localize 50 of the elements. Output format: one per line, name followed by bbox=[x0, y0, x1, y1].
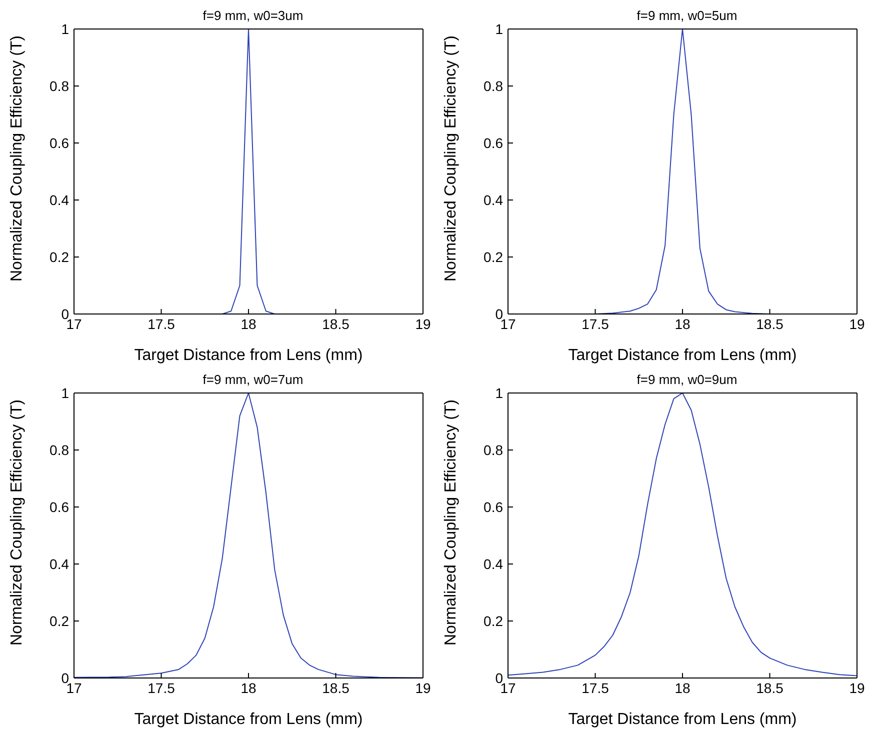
y-tick-label: 1 bbox=[61, 384, 70, 401]
x-tick-label: 19 bbox=[415, 316, 431, 332]
x-tick-label: 18.5 bbox=[756, 316, 784, 332]
y-tick-label: 0.2 bbox=[50, 612, 70, 629]
x-tick-label: 17.5 bbox=[582, 680, 610, 696]
y-tick-label: 0.8 bbox=[484, 442, 504, 458]
y-tick-label: 0.4 bbox=[50, 192, 70, 208]
x-tick-label: 18 bbox=[674, 316, 690, 332]
y-tick-label: 0.6 bbox=[484, 134, 504, 151]
chart-title: f=9 mm, w0=9um bbox=[636, 372, 738, 387]
y-tick-label: 0.4 bbox=[484, 556, 504, 572]
y-tick-label: 0.6 bbox=[50, 134, 70, 151]
y-tick-label: 0.6 bbox=[484, 498, 504, 515]
x-tick-label: 18.5 bbox=[322, 316, 350, 332]
chart-title: f=9 mm, w0=7um bbox=[202, 372, 304, 387]
x-axis-title: Target Distance from Lens (mm) bbox=[568, 711, 797, 728]
y-tick-label: 1 bbox=[495, 20, 504, 37]
y-tick-label: 0.6 bbox=[50, 498, 70, 515]
x-tick-label: 19 bbox=[849, 316, 865, 332]
line-series bbox=[508, 393, 857, 676]
y-axis-title: Normalized Coupling Efficiency (T) bbox=[442, 399, 460, 646]
y-tick-label: 0.4 bbox=[484, 192, 504, 208]
y-axis-title: Normalized Coupling Efficiency (T) bbox=[8, 399, 26, 646]
x-tick-label: 18.5 bbox=[756, 680, 784, 696]
y-tick-label: 0.2 bbox=[484, 248, 504, 265]
y-tick-label: 1 bbox=[61, 20, 70, 37]
x-tick-label: 18.5 bbox=[322, 680, 350, 696]
y-tick-label: 0.8 bbox=[484, 78, 504, 94]
x-tick-label: 18 bbox=[674, 680, 690, 696]
x-tick-label: 17.5 bbox=[148, 680, 176, 696]
x-tick-label: 18 bbox=[240, 680, 256, 696]
x-tick-label: 19 bbox=[849, 680, 865, 696]
y-tick-label: 0.2 bbox=[50, 248, 70, 265]
chart-title: f=9 mm, w0=3um bbox=[202, 8, 304, 23]
y-tick-label: 0.8 bbox=[50, 442, 70, 458]
y-axis-title: Normalized Coupling Efficiency (T) bbox=[442, 35, 460, 282]
x-axis-title: Target Distance from Lens (mm) bbox=[134, 347, 363, 364]
line-series bbox=[74, 393, 423, 678]
x-tick-label: 19 bbox=[415, 680, 431, 696]
x-tick-label: 17.5 bbox=[582, 316, 610, 332]
chart-title: f=9 mm, w0=5um bbox=[636, 8, 738, 23]
y-tick-label: 0.4 bbox=[50, 556, 70, 572]
x-tick-label: 17.5 bbox=[148, 316, 176, 332]
x-tick-label: 18 bbox=[240, 316, 256, 332]
x-axis-title: Target Distance from Lens (mm) bbox=[568, 347, 797, 364]
x-axis-title: Target Distance from Lens (mm) bbox=[134, 711, 363, 728]
y-tick-label: 1 bbox=[495, 384, 504, 401]
y-tick-label: 0.8 bbox=[50, 78, 70, 94]
y-tick-label: 0.2 bbox=[484, 612, 504, 629]
y-axis-title: Normalized Coupling Efficiency (T) bbox=[8, 35, 26, 282]
